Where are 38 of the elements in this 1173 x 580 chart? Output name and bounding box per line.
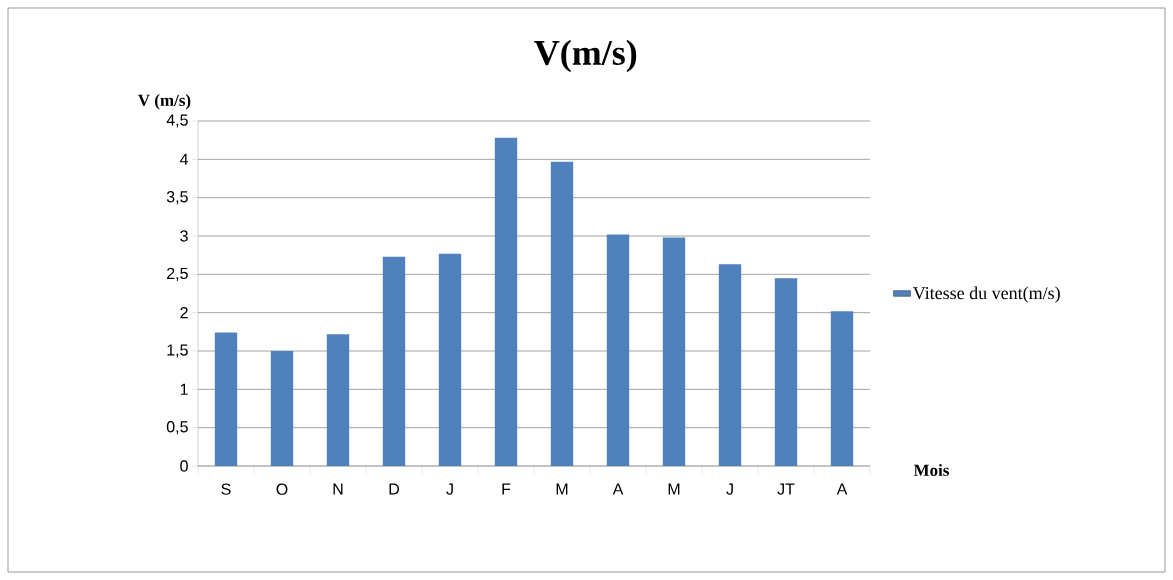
bar bbox=[550, 161, 574, 466]
y-tick-label: 3 bbox=[180, 230, 188, 242]
x-tick-label: D bbox=[389, 483, 400, 495]
x-tick-label: O bbox=[276, 483, 288, 495]
x-tick-label: F bbox=[502, 483, 511, 495]
y-tick-label: 4 bbox=[179, 153, 189, 165]
x-tick-label: M bbox=[668, 483, 680, 495]
y-tick-label: 2 bbox=[180, 307, 188, 319]
x-tick-label: JT bbox=[777, 483, 795, 495]
bar bbox=[606, 234, 630, 466]
bar bbox=[774, 278, 798, 466]
y-tick-label: 1 bbox=[180, 383, 188, 395]
y-tick-label: 1,5 bbox=[167, 344, 188, 358]
x-tick-label: M bbox=[556, 483, 568, 495]
x-axis-title: Mois bbox=[913, 464, 950, 476]
x-tick-label: A bbox=[836, 483, 848, 495]
bar bbox=[270, 351, 294, 466]
y-tick-label: 4,5 bbox=[166, 114, 188, 128]
y-tick-label: 3,5 bbox=[166, 191, 188, 205]
chart-title: V(m/s) bbox=[534, 39, 637, 73]
legend-label: Vitesse du vent(m/s) bbox=[912, 286, 1060, 303]
y-axis-title: V (m/s) bbox=[137, 94, 191, 110]
x-tick-label: S bbox=[221, 483, 231, 495]
bar bbox=[326, 334, 350, 466]
bar bbox=[382, 256, 406, 466]
bar bbox=[830, 311, 854, 466]
x-tick-label: A bbox=[612, 483, 624, 495]
y-tick-label: 0 bbox=[180, 460, 188, 472]
bar bbox=[662, 237, 686, 466]
y-tick-label: 2,5 bbox=[167, 267, 188, 281]
bar bbox=[438, 253, 462, 466]
x-tick-label: N bbox=[333, 483, 343, 495]
x-tick-label: J bbox=[726, 483, 733, 495]
bar bbox=[494, 137, 518, 466]
bar bbox=[718, 264, 742, 466]
x-tick-label: J bbox=[446, 483, 453, 495]
y-tick-label: 0,5 bbox=[166, 421, 188, 435]
bar bbox=[214, 332, 238, 466]
